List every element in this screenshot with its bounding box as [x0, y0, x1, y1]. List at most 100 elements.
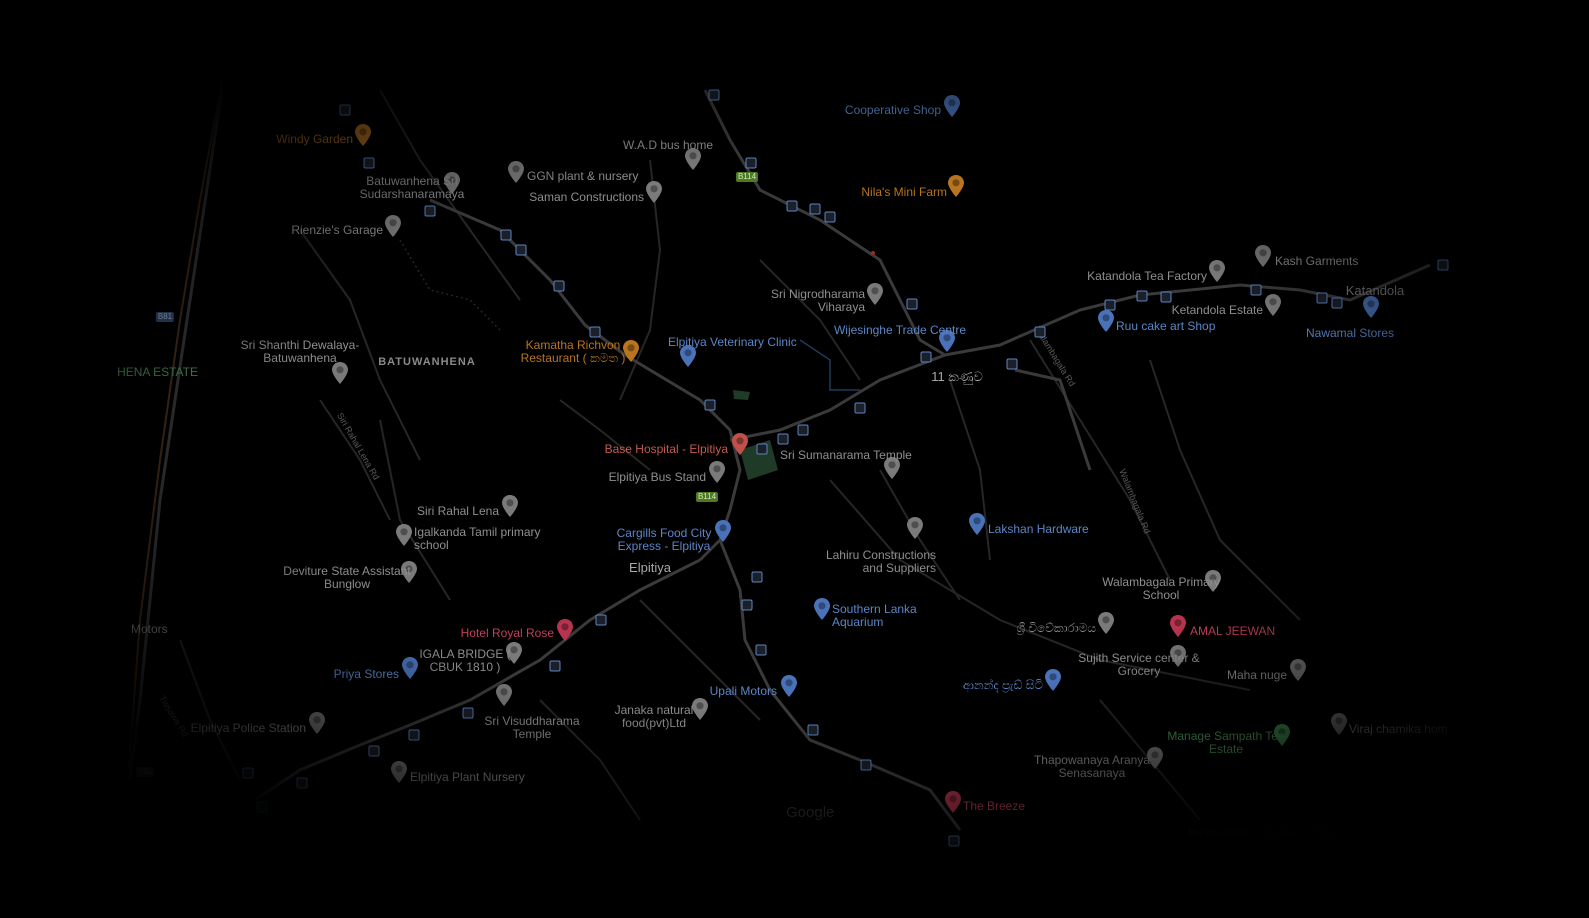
shopping-icon[interactable]	[969, 513, 985, 535]
bus-stop-icon[interactable]	[424, 205, 436, 217]
poi-label[interactable]: Walambagala Primary School	[1102, 575, 1220, 602]
bus-stop-icon[interactable]	[1316, 292, 1328, 304]
pin-icon[interactable]	[1209, 260, 1225, 282]
bus-stop-icon[interactable]	[589, 326, 601, 338]
poi-label[interactable]: Nila's Mini Farm	[861, 185, 947, 199]
bus-stop-icon[interactable]	[745, 157, 757, 169]
poi-label[interactable]: Hotel Royal Rose	[460, 626, 554, 640]
pin-icon[interactable]	[1255, 245, 1271, 267]
hotel-icon[interactable]	[945, 791, 961, 813]
bus-stop-icon[interactable]	[751, 571, 763, 583]
poi-label[interactable]: AMAL JEEWAN	[1190, 624, 1276, 638]
shopping-icon[interactable]	[781, 675, 797, 697]
poi-label[interactable]: Ruu cake art Shop	[1116, 319, 1216, 333]
temple-icon[interactable]	[496, 684, 512, 706]
poi-label[interactable]: Cargills Food City Express - Elpitiya	[616, 526, 712, 553]
poi-label[interactable]: Batuwanhena Sri Sudarshanaramaya	[359, 174, 465, 201]
hospital-icon[interactable]	[732, 433, 748, 455]
pin-icon[interactable]	[646, 181, 662, 203]
bus-stop-icon[interactable]	[595, 614, 607, 626]
poi-label[interactable]: Priya Stores	[333, 667, 399, 681]
bus-stop-icon[interactable]	[797, 424, 809, 436]
poi-label[interactable]: Sri Shanthi Dewalaya- Batuwanhena	[240, 338, 360, 365]
bus-stop-icon[interactable]	[500, 229, 512, 241]
hotel-icon[interactable]	[557, 619, 573, 641]
poi-label[interactable]: Katandola Tea Factory	[1087, 269, 1207, 283]
bus-stop-icon[interactable]	[1160, 291, 1172, 303]
pin-icon[interactable]	[391, 761, 407, 783]
poi-label[interactable]: Viraj chamika hom	[1349, 722, 1448, 736]
shopping-icon[interactable]	[944, 95, 960, 117]
shopping-icon[interactable]	[1363, 296, 1379, 318]
poi-label[interactable]: Elpitiya Plant Nursery	[410, 770, 525, 784]
poi-label[interactable]: Siri Rahal Lena	[416, 504, 499, 518]
bus-stop-icon[interactable]	[1136, 290, 1148, 302]
bus-stop-icon[interactable]	[786, 200, 798, 212]
poi-label[interactable]: GGN plant & nursery	[527, 169, 639, 183]
poi-label[interactable]: Elpitiya Police Station	[190, 721, 306, 735]
restaurant-icon[interactable]	[355, 124, 371, 146]
poi-label[interactable]: Elpitiya Veterinary Clinic	[668, 335, 797, 349]
temple-icon[interactable]	[1098, 612, 1114, 634]
pin-icon[interactable]	[709, 461, 725, 483]
poi-label[interactable]: Lahiru Constructions and Suppliers	[825, 548, 936, 575]
bus-stop-icon[interactable]	[777, 433, 789, 445]
pin-icon[interactable]	[1265, 294, 1281, 316]
bus-stop-icon[interactable]	[553, 280, 565, 292]
poi-label[interactable]: Janaka natural food(pvt)Ltd	[614, 703, 694, 730]
poi-label[interactable]: Kash Garments	[1275, 254, 1359, 268]
pin-icon[interactable]	[1331, 713, 1347, 735]
poi-label[interactable]: Sri Sumanarama Temple	[780, 448, 912, 462]
poi-label[interactable]: Elpitiya Bus Stand	[608, 470, 706, 484]
shrine-icon[interactable]	[332, 362, 348, 384]
bus-stop-icon[interactable]	[363, 157, 375, 169]
poi-label[interactable]: Sri Visuddharama Temple	[484, 714, 580, 741]
temple-icon[interactable]	[867, 283, 883, 305]
bus-stop-icon[interactable]	[296, 777, 308, 789]
bus-stop-icon[interactable]	[1250, 284, 1262, 296]
poi-label[interactable]: The Breeze	[963, 799, 1026, 813]
bus-stop-icon[interactable]	[1331, 297, 1343, 309]
poi-label[interactable]: ආනන්ද ප්‍රැඩ් සිටි	[962, 678, 1043, 692]
poi-label[interactable]: ශ්‍රී විවේකාරාමය	[1016, 621, 1097, 635]
poi-label[interactable]: Motors	[131, 622, 168, 636]
cart-icon[interactable]	[402, 657, 418, 679]
bus-stop-icon[interactable]	[704, 399, 716, 411]
bus-stop-icon[interactable]	[1034, 326, 1046, 338]
pin-icon[interactable]	[385, 215, 401, 237]
bus-stop-icon[interactable]	[920, 351, 932, 363]
shopping-icon[interactable]	[1045, 669, 1061, 691]
bus-stop-icon[interactable]	[860, 759, 872, 771]
poi-label[interactable]: Maha nuge	[1226, 668, 1287, 682]
bus-stop-icon[interactable]	[515, 244, 527, 256]
poi-label[interactable]: Kamatha Richvon Restaurant ( කමත )	[520, 338, 626, 365]
poi-label[interactable]: Nawamal Stores	[1305, 326, 1395, 340]
bus-stop-icon[interactable]	[549, 660, 561, 672]
poi-label[interactable]: Sri Nigrodharama Viharaya	[770, 287, 865, 314]
bus-stop-icon[interactable]	[256, 801, 268, 813]
bus-stop-icon[interactable]	[1104, 299, 1116, 311]
bus-stop-icon[interactable]	[242, 767, 254, 779]
poi-label[interactable]: Lakshan Hardware	[988, 522, 1089, 536]
poi-label[interactable]: Sujith Service center & Grocery	[1078, 651, 1200, 678]
shopping-icon[interactable]	[1098, 310, 1114, 332]
shopping-icon[interactable]	[814, 598, 830, 620]
bus-stop-icon[interactable]	[854, 402, 866, 414]
poi-label[interactable]: Cooperative Shop	[844, 103, 941, 117]
poi-label[interactable]: Thapowanaya Aranya Senasanaya	[1033, 753, 1151, 780]
bus-stop-icon[interactable]	[339, 104, 351, 116]
bus-stop-icon[interactable]	[807, 724, 819, 736]
poi-label[interactable]: IGALA BRIDGE ( CBUK 1810 )	[419, 647, 511, 674]
school-icon[interactable]	[396, 524, 412, 546]
police-icon[interactable]	[309, 712, 325, 734]
region-label[interactable]: Sri Lanka	[1263, 828, 1298, 837]
hotel-icon[interactable]	[1170, 615, 1186, 637]
bus-stop-icon[interactable]	[948, 835, 960, 847]
poi-label[interactable]: Deviture State Assistant Bunglow	[283, 564, 411, 591]
poi-label[interactable]: Manage Sampath Tea Estate	[1167, 729, 1285, 756]
bus-stop-icon[interactable]	[824, 211, 836, 223]
bus-stop-icon[interactable]	[1006, 358, 1018, 370]
poi-label[interactable]: Southern Lanka Aquarium	[832, 602, 917, 629]
terms-link[interactable]: Terms	[1313, 828, 1336, 837]
